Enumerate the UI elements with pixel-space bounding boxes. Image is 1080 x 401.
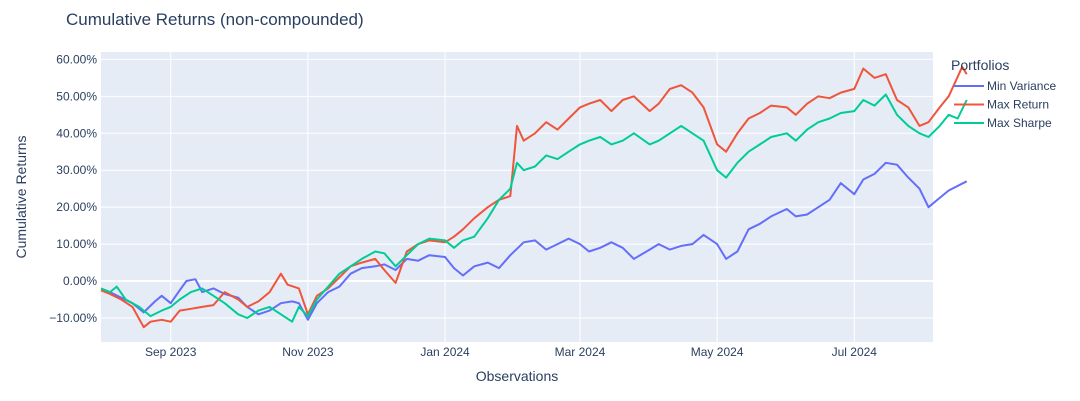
plot-background [101, 52, 933, 342]
series-line-max-sharpe [100, 93, 968, 323]
legend-title: Portfolios [951, 57, 1009, 73]
legend: Portfolios Min Variance Max Return Max Sha… [951, 57, 1056, 130]
x-tick-label: Sep 2023 [145, 345, 197, 359]
x-tick-label: Nov 2023 [282, 345, 334, 359]
y-tick-label: 60.00% [56, 52, 97, 66]
y-tick-label: 30.00% [56, 163, 97, 177]
legend-label: Max Return [987, 98, 1049, 112]
series-lines [100, 65, 968, 329]
x-tick-label: Jan 2024 [420, 345, 470, 359]
y-tick-label: 20.00% [56, 200, 97, 214]
y-tick-label: 10.00% [56, 237, 97, 251]
y-tick-label: 0.00% [63, 274, 97, 288]
x-tick-label: May 2024 [691, 345, 744, 359]
y-axis-ticks: −10.00% 0.00% 10.00% 20.00% 30.00% 40.00% 50.0… [49, 52, 97, 325]
x-tick-label: Mar 2024 [555, 345, 606, 359]
series-line-max-return [100, 65, 968, 329]
y-tick-label: 50.00% [56, 89, 97, 103]
y-axis-title: Cumulative Returns [13, 136, 29, 259]
x-axis-ticks: Sep 2023 Nov 2023 Jan 2024 Mar 2024 May 2024… [145, 345, 877, 359]
y-tick-label: −10.00% [49, 311, 97, 325]
legend-label: Min Variance [987, 79, 1056, 93]
chart-title: Cumulative Returns (non-compounded) [66, 10, 364, 29]
y-tick-label: 40.00% [56, 126, 97, 140]
series-line-min-variance [100, 161, 968, 321]
legend-label: Max Sharpe [987, 116, 1052, 130]
x-axis-title: Observations [476, 368, 558, 384]
x-tick-label: Jul 2024 [832, 345, 878, 359]
